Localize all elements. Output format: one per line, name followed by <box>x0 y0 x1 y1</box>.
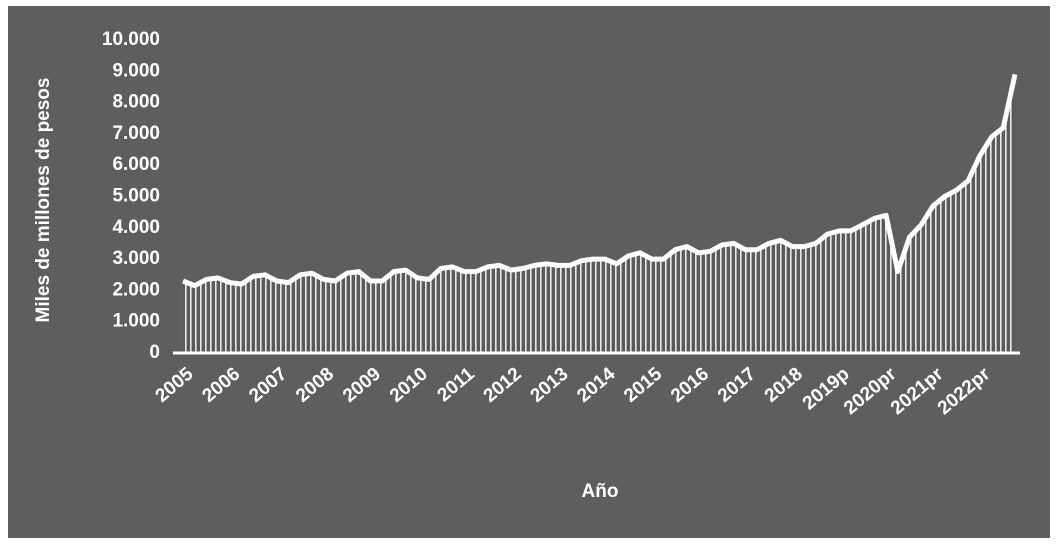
y-tick-label: 6.000 <box>112 154 160 175</box>
area <box>183 74 1015 354</box>
y-tick-label: 3.000 <box>112 248 160 269</box>
line <box>182 73 1018 289</box>
y-tick-label: 2.000 <box>112 279 160 300</box>
y-tick-label: 8.000 <box>112 92 160 113</box>
y-tick-label: 5.000 <box>112 186 160 207</box>
y-tick-label: 0 <box>149 342 160 363</box>
y-tick-label: 7.000 <box>112 123 160 144</box>
y-tick-label: 10.000 <box>102 29 160 50</box>
y-tick-label: 1.000 <box>112 311 160 332</box>
y-axis-title: Miles de millones de pesos <box>33 78 54 323</box>
y-tick-label: 9.000 <box>112 60 160 81</box>
x-axis-title: Año <box>582 481 619 502</box>
y-tick-label: 4.000 <box>112 217 160 238</box>
